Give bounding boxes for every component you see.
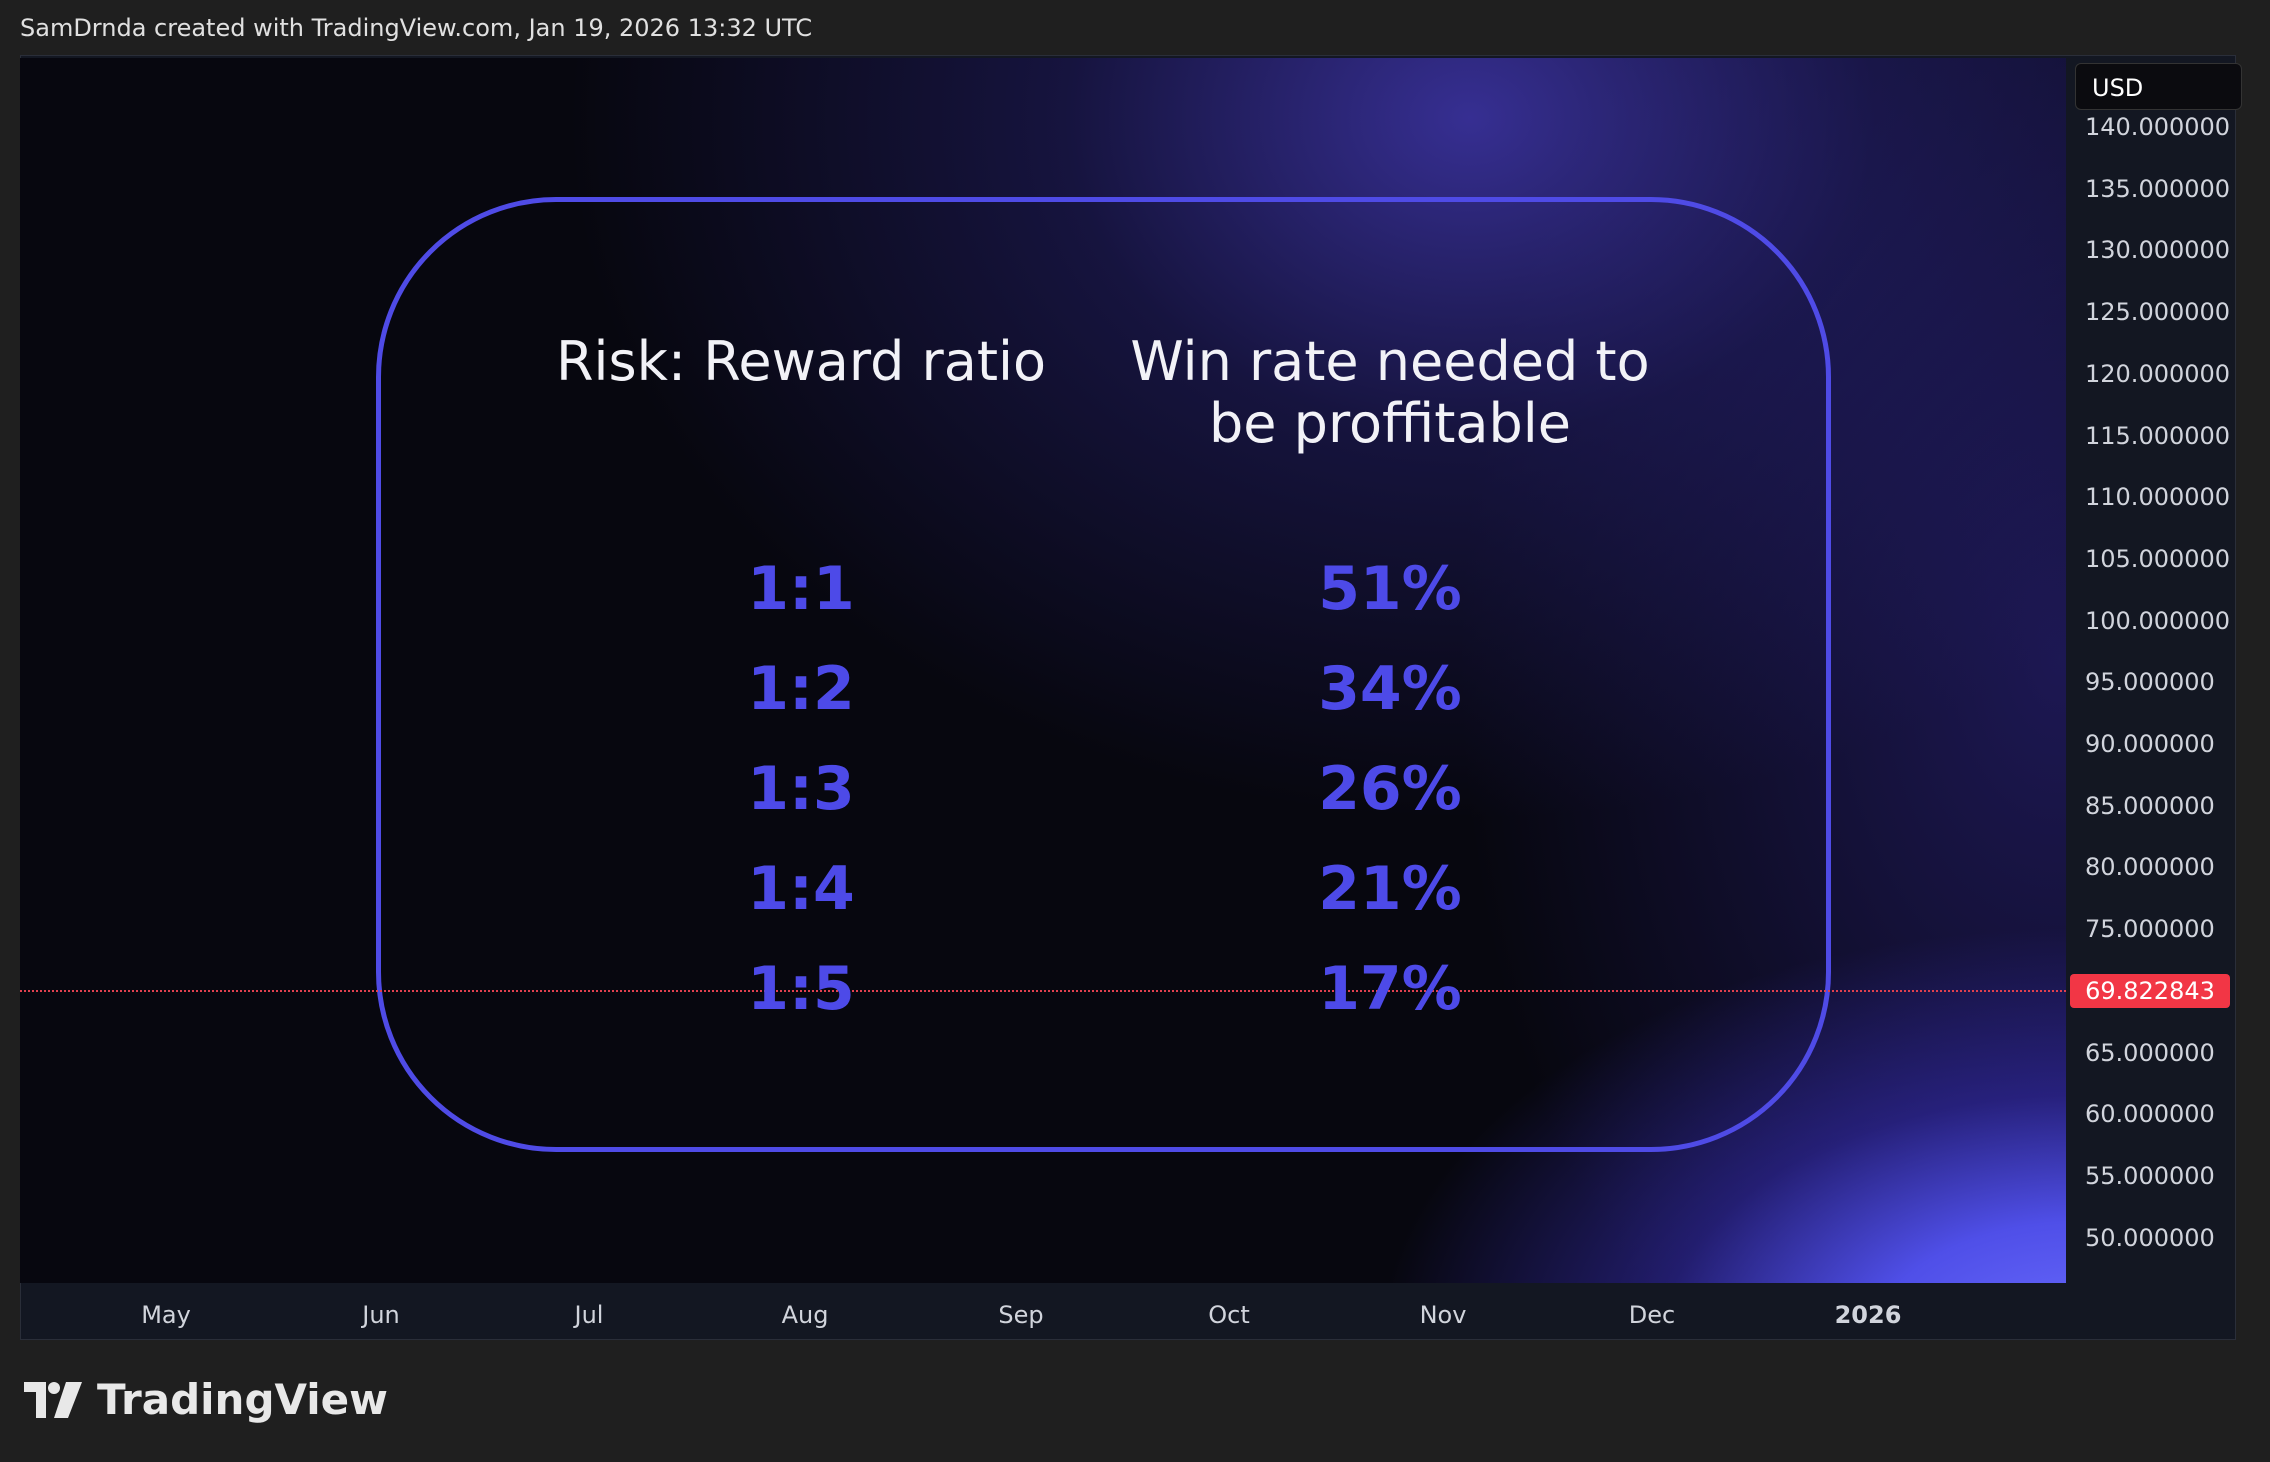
table-header: Win rate needed to xyxy=(1130,330,1650,393)
time-tick-label: Nov xyxy=(1419,1301,1467,1329)
ratio-cell: 1:4 xyxy=(747,854,855,924)
ratio-cell: 1:2 xyxy=(747,654,855,724)
table-frame xyxy=(376,197,1831,1152)
price-tick-label: 50.000000 xyxy=(2085,1223,2215,1252)
price-tick-label: 140.000000 xyxy=(2085,113,2231,141)
price-tick-label: 100.000000 xyxy=(2085,606,2231,635)
table-header: Risk: Reward ratio xyxy=(555,330,1047,393)
time-tick-label: Dec xyxy=(1628,1301,1676,1329)
logo-icon xyxy=(24,1382,82,1418)
plot-area: Risk: Reward ratio Win rate needed to be… xyxy=(20,58,2066,1283)
time-tick-label: Jul xyxy=(574,1301,604,1329)
price-tick-label: 130.000000 xyxy=(2085,236,2231,265)
logo-text: TradingView xyxy=(97,1375,388,1424)
time-tick-label: Jun xyxy=(362,1301,400,1329)
table-header: be proffitable xyxy=(1209,392,1571,455)
price-line xyxy=(20,990,2066,992)
price-tick-label: 65.000000 xyxy=(2085,1038,2215,1067)
ratio-cell: 1:5 xyxy=(747,954,855,1024)
price-tick-label: 55.000000 xyxy=(2085,1161,2215,1190)
price-tick-label: 125.000000 xyxy=(2085,298,2231,327)
price-tick-label: 110.000000 xyxy=(2085,483,2231,512)
price-tick-label: 90.000000 xyxy=(2085,730,2215,758)
price-tick-label: 60.000000 xyxy=(2085,1100,2215,1129)
ratio-cell: 1:3 xyxy=(747,754,855,824)
time-tick-label: Sep xyxy=(998,1301,1044,1329)
price-tick-label: 85.000000 xyxy=(2085,791,2215,820)
winrate-cell: 17% xyxy=(1318,954,1462,1024)
winrate-cell: 51% xyxy=(1318,554,1462,624)
last-price-label: 69.822843 xyxy=(2070,974,2230,1008)
price-tick-label: 120.000000 xyxy=(2085,359,2231,388)
winrate-cell: 21% xyxy=(1318,854,1462,924)
time-tick-label: 2026 xyxy=(1834,1301,1902,1329)
price-tick-label: 135.000000 xyxy=(2085,174,2231,203)
price-tick-label: 80.000000 xyxy=(2085,853,2215,882)
time-tick-label: May xyxy=(141,1301,191,1329)
price-tick-label: 75.000000 xyxy=(2085,915,2215,944)
winrate-cell: 34% xyxy=(1318,654,1462,724)
price-tick-label: 115.000000 xyxy=(2085,421,2231,450)
time-tick-label: Aug xyxy=(781,1301,829,1329)
currency-button[interactable]: USD xyxy=(2075,63,2242,110)
ratio-cell: 1:1 xyxy=(747,554,855,624)
price-tick-label: 95.000000 xyxy=(2085,668,2215,697)
time-tick-label: Oct xyxy=(1208,1301,1250,1329)
price-tick-label: 105.000000 xyxy=(2085,544,2231,573)
winrate-cell: 26% xyxy=(1318,754,1462,824)
header-text: SamDrnda created with TradingView.com, J… xyxy=(20,14,813,42)
